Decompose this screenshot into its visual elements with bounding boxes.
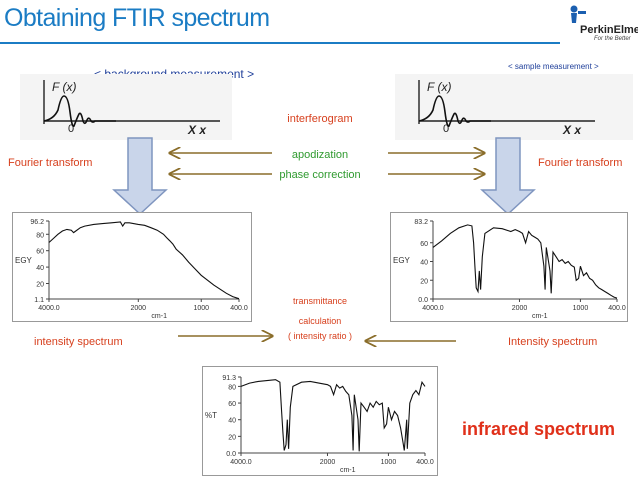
x-tick-label: 400.0 (608, 305, 626, 312)
sample-heading: < sample measurement > (508, 62, 599, 71)
y-axis-label: %T (205, 411, 217, 420)
sample-interferogram: F (x) 0 X x (395, 74, 633, 140)
calculation-label: calculation (298, 316, 342, 326)
interferogram-f-label: F (x) (427, 80, 451, 94)
intensity-left-label: intensity spectrum (34, 336, 123, 348)
fourier-down-arrow-left (112, 137, 168, 216)
y-axis-label: EGY (393, 256, 411, 265)
logo-name: PerkinElmer (580, 24, 638, 36)
x-tick-label: 1000 (381, 459, 397, 466)
y-tick-label: 60 (228, 401, 236, 408)
y-tick-label: 80 (228, 384, 236, 391)
y-tick-label: 40 (228, 418, 236, 425)
x-axis-label: cm-1 (532, 313, 548, 320)
intensity-right-label: Intensity spectrum (508, 336, 598, 348)
y-tick-label: 40 (420, 260, 428, 267)
y-axis-label: EGY (15, 256, 33, 265)
interferogram-x-label: X x (562, 123, 582, 137)
x-tick-label: 4000.0 (38, 305, 60, 312)
y-tick-label: 20 (228, 434, 236, 441)
spectrum-line (48, 221, 240, 300)
y-tick-label: 20 (36, 281, 44, 288)
chart-panel-infrared: 0.0 20 40 60 80 91.3 4000.0 2000 1000 400.0 %T cm-1 (202, 366, 438, 476)
x-tick-label: 4000.0 (230, 459, 252, 466)
y-tick-label: 0.0 (226, 451, 236, 458)
y-tick-label: 96.2 (30, 219, 44, 226)
y-tick-label: 40 (36, 265, 44, 272)
chart-panel-background: 1.1 20 40 60 80 96.2 4000.0 2000 1000 400.0 EGY cm-… (12, 212, 252, 322)
x-axis-label: cm-1 (340, 467, 356, 474)
interferogram-x-label: X x (187, 123, 207, 137)
y-tick-label: 20 (420, 278, 428, 285)
page-title: Obtaining FTIR spectrum (4, 4, 270, 32)
interferogram-wave (418, 95, 491, 128)
logo-tagline: For the Better (594, 36, 631, 42)
apodization-label: apodization (291, 149, 349, 161)
title-underline (0, 42, 560, 44)
background-intensity-chart: 1.1 20 40 60 80 96.2 4000.0 2000 1000 400.0 EGY cm-… (15, 219, 248, 320)
x-tick-label: 4000.0 (422, 305, 444, 312)
perkinelmer-logo-icon (570, 5, 586, 23)
interferogram-f-label: F (x) (52, 80, 76, 94)
y-tick-label: 60 (420, 241, 428, 248)
interferogram-label: interferogram (287, 113, 353, 125)
x-tick-label: 2000 (131, 305, 147, 312)
x-tick-label: 400.0 (416, 459, 434, 466)
sample-intensity-chart: 0.0 20 40 60 83.2 4000.0 2000 1000 400.0 EGY cm-1 (393, 219, 626, 320)
fourier-down-arrow-right (480, 137, 536, 216)
interferogram-zero-label: 0 (443, 123, 449, 135)
interferogram-wave (43, 95, 116, 128)
x-tick-label: 2000 (320, 459, 336, 466)
y-tick-label: 91.3 (222, 375, 236, 382)
interferogram-zero-label: 0 (68, 123, 74, 135)
fourier-left-label: Fourier transform (8, 157, 93, 169)
y-tick-label: 60 (36, 249, 44, 256)
x-axis-label: cm-1 (151, 313, 167, 320)
background-interferogram: F (x) 0 X x (20, 74, 232, 140)
chart-panel-sample: 0.0 20 40 60 83.2 4000.0 2000 1000 400.0 EGY cm-1 (390, 212, 628, 322)
spectrum-line (432, 224, 618, 299)
x-tick-label: 400.0 (230, 305, 248, 312)
fourier-right-label: Fourier transform (538, 157, 623, 169)
y-tick-label: 83.2 (414, 219, 428, 226)
spectrum-line (240, 379, 426, 452)
infrared-spectrum-chart: 0.0 20 40 60 80 91.3 4000.0 2000 1000 400.0 %T cm-1 (205, 375, 434, 474)
intensity-ratio-label: ( intensity ratio ) (287, 331, 353, 341)
transmittance-label: transmittance (292, 296, 348, 306)
y-tick-label: 0.0 (418, 297, 428, 304)
y-tick-label: 80 (36, 232, 44, 239)
x-tick-label: 1000 (193, 305, 209, 312)
phase-correction-label: phase correction (279, 169, 361, 181)
x-tick-label: 2000 (512, 305, 528, 312)
x-tick-label: 1000 (573, 305, 589, 312)
infrared-spectrum-label: infrared spectrum (462, 419, 616, 439)
y-tick-label: 1.1 (34, 297, 44, 304)
